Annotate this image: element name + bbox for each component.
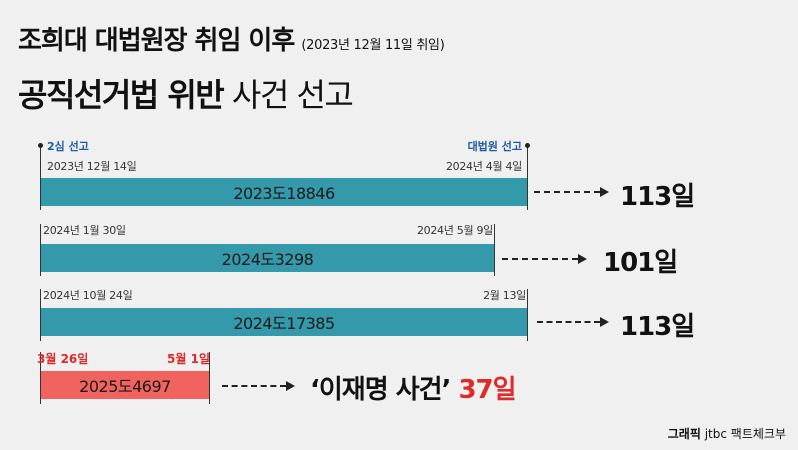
start-date: 2024년 1월 30일 [43,224,126,237]
case-number: 2024도3298 [221,250,314,269]
start-dot [38,143,43,148]
end-tick [209,352,210,404]
title-light: 사건 선고 [231,76,354,114]
end-tick [527,289,528,341]
end-tick [494,224,495,276]
case-result: ‘이재명 사건’ 37일 [310,369,517,406]
start-date: 2024년 10월 24일 [43,289,133,302]
graphic-credit: 그래픽 jtbc 팩트체크부 [668,425,786,442]
days-value: 37일 [458,375,516,405]
arrow-line [537,321,600,323]
end-date: 5월 1일 [167,352,210,366]
title-bold: 공직선거법 위반 [18,76,225,114]
duration-bar: 2025도4697 [41,371,209,399]
end-date: 2024년 5월 9일 [416,224,493,237]
duration-bar: 2024도17385 [41,308,527,336]
arrow-line [534,191,600,193]
credit-label: 그래픽 [667,427,701,441]
arrow-head-icon [286,381,295,391]
end-date: 2월 13일 [483,289,526,302]
arrow-head-icon [600,317,609,327]
end-tick [527,146,528,210]
start-date: 3월 26일 [37,352,89,366]
start-tick [40,146,41,210]
duration-bar: 2023도18846 [41,178,527,206]
case-number: 2025도4697 [79,377,171,396]
appeal-ruling-label: 2심 선고 [47,140,89,153]
title-line-1: 조희대 대법원장 취임 이후 (2023년 12월 11일 취임) [18,20,445,57]
title-note: (2023년 12월 11일 취임) [301,38,445,53]
credit-source: jtbc 팩트체크부 [704,427,786,441]
title-main: 조희대 대법원장 취임 이후 [18,26,295,56]
arrow-line [222,385,286,387]
start-tick [40,224,41,276]
start-date: 2023년 12월 14일 [47,160,137,173]
arrow-line [502,258,578,260]
case-label: ‘이재명 사건’ [310,375,451,405]
end-date: 2024년 4월 4일 [445,160,522,173]
arrow-head-icon [600,187,609,197]
case-number: 2024도17385 [233,314,335,333]
case-number: 2023도18846 [233,184,335,203]
title-line-2: 공직선거법 위반 사건 선고 [18,70,354,116]
days-value: 113일 [620,182,695,212]
days-value: 113일 [620,312,695,342]
start-tick [40,352,41,404]
arrow-head-icon [578,254,587,264]
end-dot [525,143,530,148]
start-tick [40,289,41,341]
days-value: 101일 [603,248,678,278]
supreme-court-ruling-label: 대법원 선고 [467,140,522,153]
duration-bar: 2024도3298 [41,244,494,272]
